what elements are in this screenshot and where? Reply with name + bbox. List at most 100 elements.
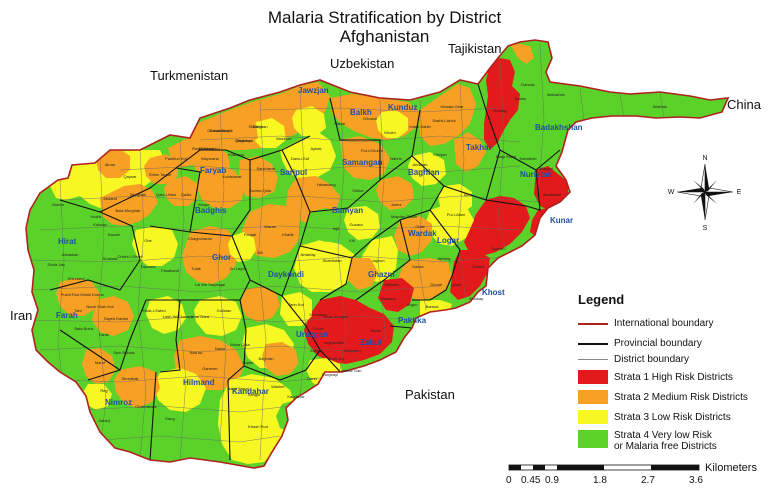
legend-title: Legend	[578, 292, 625, 307]
district-labels: Dawlatabad Shibirghan Andkhoy Qaramqol Khana…	[47, 82, 667, 429]
province-labels: Jawzjan Balkh Kunduz Takhar Badakhshan F…	[56, 86, 583, 407]
district-label: Maymana	[201, 156, 219, 161]
legend-swatch-provincial	[578, 342, 608, 345]
country-label-iran: Iran	[10, 308, 33, 323]
compass-n: N	[702, 155, 707, 162]
district-label: Sperah	[492, 246, 505, 251]
district-label: Khwaja Ghar	[440, 104, 464, 109]
province-label-wardak: Wardak	[408, 229, 437, 238]
district-label: Bala Buluk	[74, 326, 93, 331]
district-label: Rustaq	[494, 108, 507, 113]
district-label: Kiti	[349, 238, 355, 243]
country-label-china: China	[727, 97, 761, 112]
district-label: Nad Ali	[190, 350, 203, 355]
province-label-daykondi: Daykondi	[268, 270, 304, 279]
legend-label-group: Strata 4 Very low Risk or Malaria free D…	[614, 430, 717, 452]
district-label: Bargi Matal	[496, 154, 516, 159]
scale-bar: 0 0.45 0.9 1.8 2.7 3.6 Kilometers	[505, 462, 765, 492]
district-label: Yawan	[514, 96, 526, 101]
legend-label: Strata 1 High Risk Districts	[614, 371, 733, 383]
district-boundaries	[29, 43, 665, 461]
scale-tick-2: 0.9	[545, 475, 559, 486]
district-label: Imam Sahib	[409, 124, 431, 129]
scale-bar-graphic	[508, 464, 700, 471]
district-label: Jalrez	[391, 202, 402, 207]
district-label: Nahri Sarraj	[227, 386, 248, 391]
district-label: Qadis	[181, 192, 191, 197]
legend-swatch-strata-1	[578, 370, 608, 384]
strata-regions	[50, 42, 568, 464]
legend-label: Strata 3 Low Risk Districts	[614, 411, 731, 423]
district-label: Guzara	[349, 222, 363, 227]
district-label: Sharana	[380, 296, 396, 301]
compass-rose: N S E W	[668, 155, 742, 232]
district-label: Waygal	[539, 166, 552, 171]
legend-item-district-boundary: District boundary	[578, 354, 689, 365]
province-label-badakhshan: Badakhshan	[535, 123, 583, 132]
legend-item-strata-3: Strata 3 Low Risk Districts	[578, 410, 731, 424]
scale-unit: Kilometers	[705, 462, 757, 474]
district-label: Farah	[99, 332, 109, 337]
district-label: Asadabad	[543, 192, 561, 197]
district-label: Chisht-i-Sharif	[117, 254, 143, 259]
district-label: Kamdesh	[520, 156, 537, 161]
district-label: Dihdadi	[363, 116, 377, 121]
compass-w: W	[668, 189, 675, 196]
district-label: Dawlatabad	[209, 128, 230, 133]
district-label: Atghar	[310, 348, 322, 353]
district-label: Spin Boldak	[113, 350, 134, 355]
province-label-bamyan: Bamyan	[332, 206, 363, 215]
district-label: Qaysar	[124, 174, 138, 179]
district-label: Garmser	[202, 366, 218, 371]
district-label: Chak	[415, 224, 424, 229]
district-label: Lash Wa Juwayn	[163, 314, 193, 319]
province-label-nimroz: Nimroz	[105, 398, 132, 407]
district-label: Shibar	[352, 188, 364, 193]
district-label: Sozma Qala	[249, 188, 272, 193]
legend-item-international-boundary: International boundary	[578, 318, 714, 329]
district-label: Lal Wa Sarjangal	[195, 282, 225, 287]
district-label: Maydan Shahr	[391, 214, 418, 219]
district-label: Ishkashim	[547, 92, 566, 97]
legend-item-strata-2: Strata 2 Medium Risk Districts	[578, 390, 748, 404]
district-label: Muqur	[198, 202, 210, 207]
district-label: Mardyan	[276, 136, 292, 141]
map-title: Malaria Stratification by District	[267, 8, 502, 27]
legend-swatch-strata-4	[578, 430, 608, 448]
district-label: Mizan	[371, 328, 382, 333]
province-label-faryab: Faryab	[200, 166, 226, 175]
district-label: Musa Qala	[230, 342, 250, 347]
district-label: Kishki Kuhna	[80, 292, 104, 297]
district-label: Khash Rod	[248, 424, 268, 429]
district-label: Zaranj	[98, 418, 109, 423]
district-label: Barmal	[426, 304, 439, 309]
province-label-jawzjan: Jawzjan	[298, 86, 329, 95]
district-label: Dihrawud	[310, 312, 327, 317]
district-label: Kajaki	[243, 360, 254, 365]
district-label: Khak-i-Safed	[142, 308, 165, 313]
province-label-badghis: Badghis	[195, 206, 227, 215]
district-label: Nawa	[215, 346, 226, 351]
district-label: Chahar Burjak	[207, 128, 233, 133]
district-label: Nili	[257, 250, 263, 255]
province-label-hirat: Hirat	[58, 237, 77, 246]
district-label: Bala Murghab	[116, 208, 142, 213]
district-label: Nahrin	[390, 156, 402, 161]
district-label: Pul-i-Khumri	[361, 148, 383, 153]
district-label: Nawur	[412, 264, 424, 269]
district-label: Khinjan	[433, 152, 446, 157]
district-label: Pashtun Kot	[165, 156, 188, 161]
district-label: Karukh	[108, 232, 121, 237]
district-label: Aybak	[310, 146, 321, 151]
province-label-balkh: Balkh	[350, 108, 372, 117]
district-label: Tarin Kot	[288, 302, 305, 307]
district-label: Darwaz	[521, 82, 535, 87]
district-label: Yakawlang	[316, 182, 335, 187]
legend-item-strata-4: Strata 4 Very low Risk or Malaria free D…	[578, 430, 717, 452]
district-label: Almar	[105, 162, 116, 167]
district-label: Dara-i-Suf	[291, 156, 310, 161]
district-label: Pusht Rod	[61, 292, 80, 297]
provincial-boundaries	[49, 83, 561, 461]
